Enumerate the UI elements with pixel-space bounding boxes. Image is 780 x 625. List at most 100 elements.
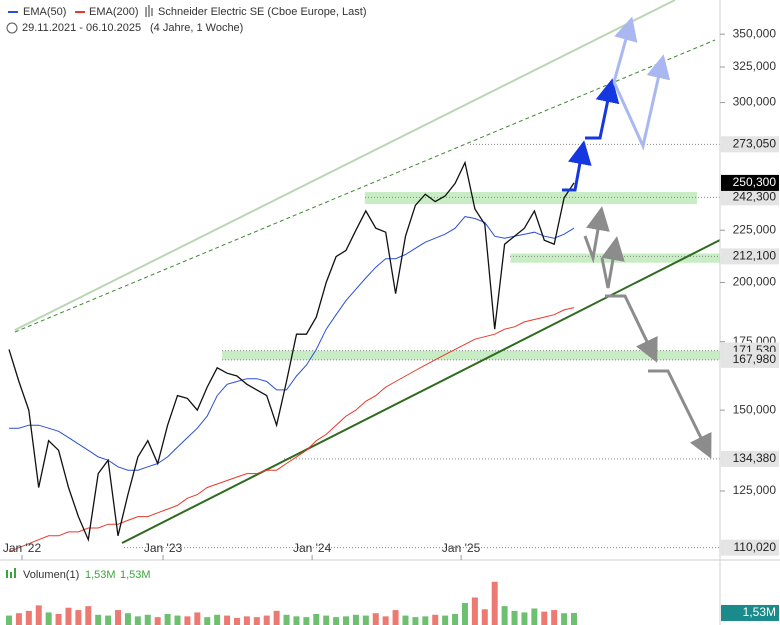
volume-bar — [491, 581, 498, 625]
volume-bar — [501, 606, 508, 625]
volume-bar — [293, 616, 300, 625]
volume-value: 1,53M — [120, 569, 151, 581]
y-tick-label: 200,000 — [733, 275, 777, 289]
chart-title: Schneider Electric SE (Cboe Europe, Last… — [158, 6, 367, 18]
volume-bar — [134, 616, 141, 625]
volume-bar — [382, 616, 389, 625]
y-tick-label: 225,000 — [733, 222, 777, 236]
volume-bar — [551, 610, 558, 625]
arrow — [612, 16, 638, 83]
legend-label: EMA(200) — [89, 6, 139, 18]
volume-bar — [461, 603, 468, 625]
y-tick-label: 350,000 — [733, 26, 777, 40]
volume-bar — [95, 614, 102, 625]
volume-bar — [6, 615, 12, 625]
arrow — [612, 54, 671, 151]
volume-bar — [204, 617, 211, 625]
volume-bar — [65, 607, 72, 625]
volume-value: 1,53M — [85, 569, 116, 581]
level-box — [721, 174, 779, 191]
volume-bar — [273, 610, 280, 625]
volume-bar — [541, 611, 548, 625]
volume-bar — [194, 612, 201, 625]
volume-bar — [402, 615, 409, 625]
arrow — [562, 140, 592, 192]
level-label: 250,300 — [733, 175, 777, 189]
volume-bar — [174, 615, 181, 625]
volume-bar — [471, 597, 478, 625]
volume-bar — [561, 613, 568, 625]
volume-bar — [521, 612, 528, 625]
volume-bar — [154, 617, 161, 625]
volume-bar — [45, 612, 52, 625]
level-label: 242,300 — [733, 190, 777, 204]
volume-bar — [224, 615, 231, 625]
volume-bar — [422, 616, 429, 625]
volume-icon — [10, 572, 12, 578]
volume-bar — [372, 613, 379, 625]
volume-bar — [15, 613, 22, 625]
volume-bar — [144, 614, 151, 625]
x-tick-label: Jan '22 — [3, 541, 42, 555]
y-tick-label: 150,000 — [733, 402, 777, 416]
volume-bar — [571, 612, 577, 625]
volume-bar — [263, 615, 270, 625]
volume-bar — [253, 617, 260, 625]
volume-icon — [14, 568, 16, 578]
y-tick-label: 125,000 — [733, 483, 777, 497]
volume-bar — [115, 610, 122, 625]
volume-bar — [343, 616, 350, 625]
volume-bar — [511, 610, 518, 625]
x-tick-label: Jan '24 — [293, 541, 332, 555]
ema-line — [9, 216, 575, 471]
period: (4 Jahre, 1 Woche) — [150, 22, 243, 34]
volume-pane: 1,53M — [6, 581, 779, 625]
arrow — [583, 206, 610, 264]
volume-bar — [362, 615, 369, 625]
volume-bar — [35, 605, 42, 625]
volume-bar — [442, 615, 449, 625]
forecast-arrows — [562, 16, 712, 459]
volume-bar — [55, 614, 62, 625]
level-label: 110,020 — [734, 540, 777, 554]
price-line — [8, 160, 575, 543]
level-label: 134,380 — [733, 451, 777, 465]
volume-bar — [392, 610, 399, 625]
subtitle: 29.11.2021 - 06.10.2025 — [22, 22, 141, 34]
arrow — [605, 294, 658, 363]
volume-box — [721, 604, 779, 621]
y-tick-label: 300,000 — [733, 95, 777, 109]
volume-bar — [184, 616, 191, 625]
candle-icon — [145, 5, 153, 17]
x-tick-label: Jan '23 — [144, 541, 183, 555]
volume-bar — [481, 609, 488, 625]
volume-label: Volumen(1) — [23, 569, 79, 581]
volume-bar — [25, 610, 32, 625]
volume-bar — [233, 617, 240, 625]
clock-icon — [6, 22, 18, 34]
level-box — [721, 450, 779, 467]
arrow — [585, 78, 620, 140]
volume-last-label: 1,53M — [743, 605, 776, 619]
volume-bar — [243, 616, 250, 625]
support-zone — [222, 350, 721, 360]
volume-bar — [452, 614, 459, 625]
level-box — [721, 248, 779, 265]
y-axis: 350,000325,000300,000225,000200,000175,0… — [3, 26, 779, 560]
x-tick-label: Jan '25 — [442, 541, 481, 555]
volume-bar — [85, 606, 92, 625]
volume-bar — [412, 617, 419, 625]
price-lines — [8, 160, 575, 553]
level-label: 167,980 — [733, 352, 777, 366]
volume-icon — [6, 570, 8, 578]
volume-bar — [432, 614, 439, 625]
legend-label: EMA(50) — [23, 6, 66, 18]
volume-bar — [164, 614, 171, 625]
level-box — [721, 189, 779, 206]
level-box — [721, 539, 779, 556]
volume-bar — [352, 614, 359, 625]
arrow — [648, 369, 712, 459]
support-zone — [364, 192, 697, 204]
volume-bar — [283, 614, 290, 625]
